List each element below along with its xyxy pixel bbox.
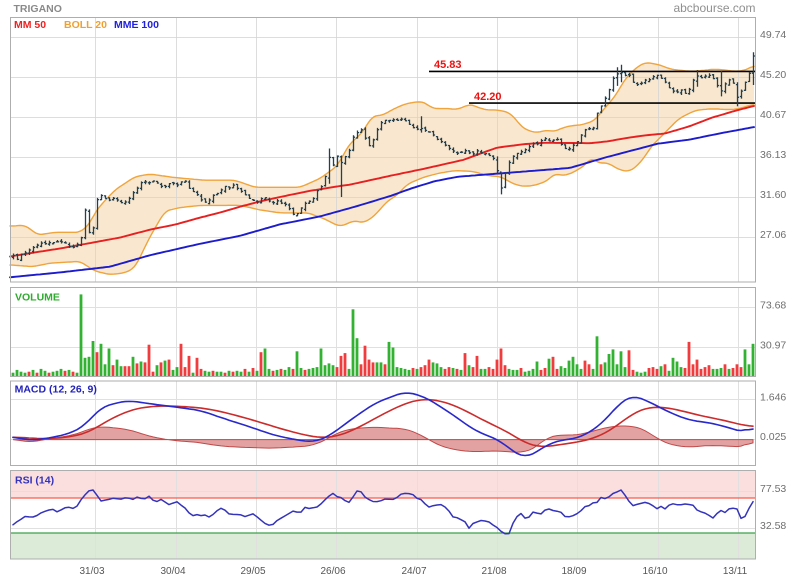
svg-text:26/06: 26/06 bbox=[320, 566, 345, 577]
svg-text:30.97: 30.97 bbox=[760, 340, 786, 352]
svg-text:VOLUME: VOLUME bbox=[15, 291, 60, 303]
svg-text:30/04: 30/04 bbox=[160, 566, 185, 577]
svg-text:MME 100: MME 100 bbox=[114, 19, 159, 31]
svg-text:24/07: 24/07 bbox=[401, 566, 426, 577]
svg-text:21/08: 21/08 bbox=[481, 566, 506, 577]
svg-text:31.60: 31.60 bbox=[760, 189, 786, 201]
svg-text:0.025: 0.025 bbox=[760, 431, 786, 443]
svg-text:40.67: 40.67 bbox=[760, 109, 786, 121]
svg-text:45.83: 45.83 bbox=[434, 59, 462, 71]
svg-text:16/10: 16/10 bbox=[642, 566, 667, 577]
svg-text:13/11: 13/11 bbox=[723, 566, 748, 577]
svg-text:42.20: 42.20 bbox=[474, 91, 502, 103]
svg-text:77.53: 77.53 bbox=[760, 483, 786, 495]
svg-text:BOLL 20: BOLL 20 bbox=[64, 19, 107, 31]
svg-text:abcbourse.com: abcbourse.com bbox=[673, 1, 755, 15]
svg-text:18/09: 18/09 bbox=[561, 566, 586, 577]
svg-text:MACD (12, 26, 9): MACD (12, 26, 9) bbox=[15, 384, 97, 396]
svg-text:1.646: 1.646 bbox=[760, 392, 786, 404]
svg-text:32.58: 32.58 bbox=[760, 520, 786, 532]
svg-text:36.13: 36.13 bbox=[760, 149, 786, 161]
svg-text:27.06: 27.06 bbox=[760, 229, 786, 241]
svg-text:45.20: 45.20 bbox=[760, 69, 786, 81]
svg-text:29/05: 29/05 bbox=[240, 566, 265, 577]
svg-text:RSI (14): RSI (14) bbox=[15, 475, 54, 487]
svg-text:31/03: 31/03 bbox=[79, 566, 104, 577]
svg-text:73.68: 73.68 bbox=[760, 300, 786, 312]
svg-text:TRIGANO: TRIGANO bbox=[14, 3, 62, 15]
svg-text:MM 50: MM 50 bbox=[14, 19, 46, 31]
svg-text:49.74: 49.74 bbox=[760, 29, 786, 41]
